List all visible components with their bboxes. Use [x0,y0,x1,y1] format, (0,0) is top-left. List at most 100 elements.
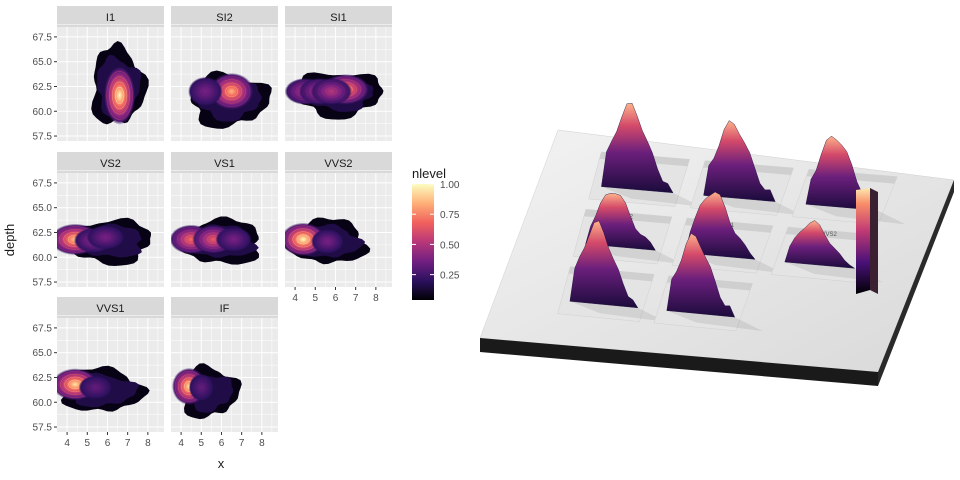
legend-title: nlevel [412,166,446,181]
contour-line [316,233,339,250]
x-tick-label: 7 [239,438,245,449]
facet3d-i1: I1 [588,103,701,207]
y-tick-label: 62.5 [33,373,53,384]
x-tick-label: 5 [313,293,319,304]
facet-strip [57,6,164,27]
terrain-peak [784,220,856,269]
facet-vs2: VS2 57.5 60.0 62.5 65.0 67.5 [33,152,164,289]
y-tick-label: 65.0 [33,57,53,68]
density-region [188,70,272,129]
contour-line [84,379,107,396]
terrain-shadow [585,244,684,265]
terrain-shadow [666,310,763,332]
terrain-shadow [805,204,906,225]
terrain-peak [666,233,736,318]
base-slab-front [480,338,878,386]
terrain-shadow [703,195,804,216]
y-tick-label: 65.0 [33,348,53,359]
3d-render-view: I1SI2SI1VS2VS1VVS2VVS1IF [479,103,954,386]
facet-strip [171,152,278,173]
contour-line [114,86,125,104]
facet-label: VVS2 [324,158,352,170]
facet-label: VS2 [100,158,121,170]
contour-line [197,84,214,99]
facet-vvs2: VVS2 4 5 6 7 8 [285,152,392,304]
contour-line [109,76,130,115]
density-peak [188,76,223,107]
contour-line [92,229,118,246]
terrain-peak [703,120,776,202]
x-tick-label: 8 [259,438,265,449]
y-tick-label: 67.5 [33,178,53,189]
facet-si1: SI1 [285,6,392,141]
legend3d-pillar-side [870,188,878,294]
facet-vvs1: VVS1 57.5 60.0 62.5 65.0 67.5 4 5 6 7 8 [33,297,164,449]
facet-strip [57,152,164,173]
x-tick-label: 5 [85,438,91,449]
facet3d-label: VVS2 [822,232,838,238]
x-tick-label: 8 [373,293,379,304]
contour-line [99,233,112,242]
density-region [285,72,384,120]
x-tick-label: 8 [145,438,151,449]
density-peak [78,375,113,400]
x-tick-label: 6 [219,438,225,449]
contour-line [106,71,133,120]
density-peak [86,225,125,250]
contour-line [317,82,345,101]
contour-line [96,231,115,244]
contour-line [193,378,210,397]
legend-tick-label: 1.00 [440,180,460,191]
x-tick-label: 7 [353,293,359,304]
contour-line [225,85,239,97]
x-tick-label: 6 [105,438,111,449]
y-tick-label: 57.5 [33,278,53,289]
x-axis-label: x [218,456,225,471]
legend-tick-label: 0.50 [440,240,460,251]
y-tick-label: 67.5 [33,323,53,334]
terrain-shadow [569,301,666,322]
facet-strip [285,152,392,173]
y-tick-label: 62.5 [33,228,53,239]
facet-label: I1 [106,12,115,24]
contour-line [190,79,220,104]
y-tick-label: 57.5 [33,423,53,434]
y-tick-label: 67.5 [33,32,53,43]
facet-strip [171,6,278,27]
contour-line [89,227,122,248]
facet-strip [285,6,392,27]
density-region [171,363,242,420]
x-tick-label: 4 [178,438,184,449]
density-region [57,365,150,412]
y-tick-label: 62.5 [33,82,53,93]
contour-line [197,383,206,392]
y-tick-label: 60.0 [33,107,53,118]
contour-line [221,231,246,248]
facet-si2: SI2 [171,6,278,141]
x-tick-label: 7 [125,438,131,449]
terrain-peak [601,103,674,194]
terrain-peak [684,191,756,260]
contour-line [314,80,349,103]
gridlines [171,170,278,287]
contour-line [200,87,211,96]
contour-line [321,84,342,98]
contour-line [81,377,110,398]
density-region [171,216,259,265]
legend-tick-label: 0.25 [440,271,460,282]
terrain-peak [569,220,639,309]
legend3d-pillar [856,188,870,294]
facet-strip [57,297,164,318]
facet3d-if: IF [653,233,763,332]
x-tick-label: 6 [333,293,339,304]
contour-line [87,381,104,394]
legend-tick-label: 0.75 [440,210,460,221]
density-peak [188,373,214,402]
contour-line [190,375,212,399]
facet-i1: I1 57.5 60.0 62.5 65.0 67.5 [33,6,164,143]
terrain-shadow [601,186,701,207]
y-tick-label: 60.0 [33,253,53,264]
facet3d-vvs1: VVS1 [557,220,666,322]
density-peak [209,72,254,110]
density-peak [215,227,252,252]
